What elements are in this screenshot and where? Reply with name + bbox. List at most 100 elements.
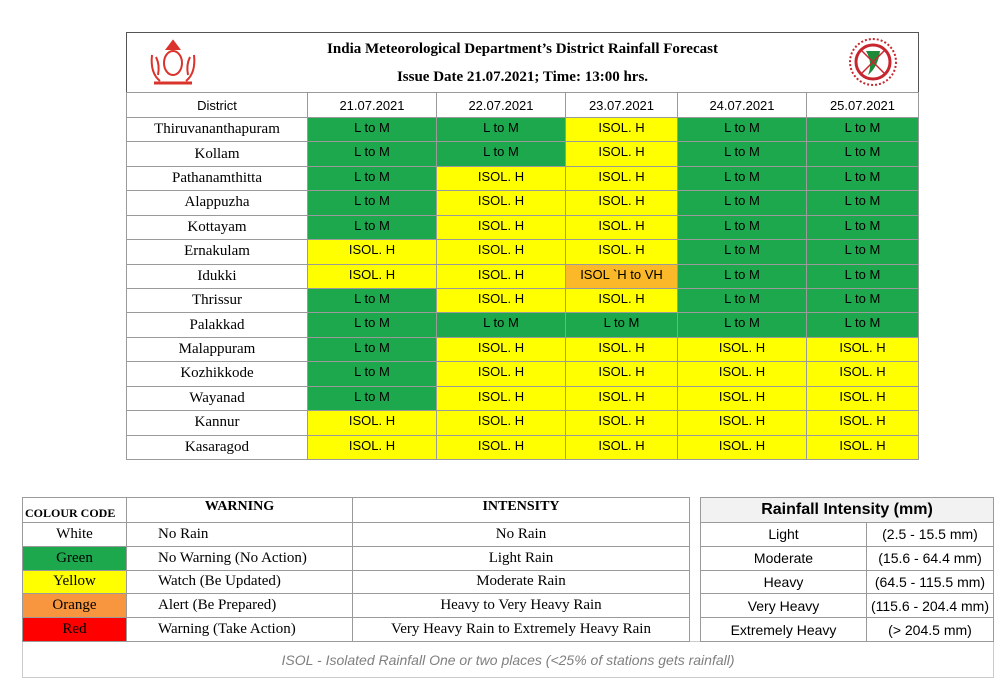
- legend-header: INTENSITY: [352, 497, 690, 523]
- forecast-cell: ISOL. H: [806, 410, 919, 436]
- forecast-cell: ISOL. H: [806, 434, 919, 460]
- forecast-cell: ISOL. H: [436, 385, 566, 412]
- district-name: Thrissur: [126, 288, 308, 314]
- intensity-range: (64.5 - 115.5 mm): [866, 569, 994, 595]
- forecast-cell: L to M: [307, 117, 437, 143]
- forecast-cell: ISOL. H: [436, 434, 566, 460]
- intensity: Moderate Rain: [352, 569, 690, 595]
- intensity-range: (15.6 - 64.4 mm): [866, 545, 994, 571]
- forecast-cell: ISOL. H: [565, 190, 678, 216]
- forecast-cell: L to M: [677, 117, 807, 143]
- district-name: Kannur: [126, 410, 308, 436]
- intensity: Heavy to Very Heavy Rain: [352, 593, 690, 619]
- legend-header: WARNING: [126, 497, 353, 523]
- forecast-cell: ISOL. H: [436, 239, 566, 265]
- forecast-cell: ISOL. H: [677, 361, 807, 387]
- forecast-cell: L to M: [806, 312, 919, 338]
- column-header: 25.07.2021: [806, 92, 919, 118]
- legend-header: COLOUR CODE: [22, 497, 127, 523]
- district-name: Ernakulam: [126, 239, 308, 265]
- colour-code: White: [22, 522, 127, 547]
- forecast-cell: ISOL. H: [565, 385, 678, 412]
- title: India Meteorological Department’s Distri…: [327, 41, 718, 57]
- column-header: 23.07.2021: [565, 92, 678, 118]
- imd-logo: [849, 38, 897, 86]
- colour-code: Orange: [22, 593, 127, 619]
- forecast-cell: ISOL. H: [565, 361, 678, 387]
- district-name: Palakkad: [126, 312, 308, 338]
- forecast-cell: L to M: [806, 239, 919, 265]
- forecast-cell: ISOL. H: [307, 263, 437, 289]
- warning: Watch (Be Updated): [126, 569, 353, 595]
- intensity-class: Very Heavy: [700, 593, 867, 619]
- forecast-cell: ISOL. H: [565, 141, 678, 167]
- forecast-cell: L to M: [677, 214, 807, 241]
- forecast-cell: L to M: [677, 141, 807, 167]
- district-name: Kozhikkode: [126, 361, 308, 387]
- colour-code: Red: [22, 617, 127, 642]
- emblem-logo: [150, 39, 196, 85]
- forecast-cell: L to M: [436, 312, 566, 338]
- district-name: Pathanamthitta: [126, 165, 308, 192]
- intensity-class: Heavy: [700, 569, 867, 595]
- district-name: Malappuram: [126, 336, 308, 363]
- forecast-cell: L to M: [307, 336, 437, 363]
- forecast-cell: ISOL. H: [307, 239, 437, 265]
- forecast-cell: L to M: [806, 214, 919, 241]
- forecast-cell: ISOL. H: [436, 361, 566, 387]
- intensity: Very Heavy Rain to Extremely Heavy Rain: [352, 617, 690, 642]
- forecast-cell: ISOL. H: [436, 190, 566, 216]
- district-name: Kottayam: [126, 214, 308, 241]
- forecast-cell: ISOL `H to VH: [565, 263, 678, 289]
- forecast-cell: L to M: [307, 141, 437, 167]
- forecast-cell: L to M: [677, 190, 807, 216]
- forecast-cell: ISOL. H: [677, 385, 807, 412]
- forecast-cell: L to M: [806, 190, 919, 216]
- colour-code: Green: [22, 545, 127, 571]
- forecast-cell: L to M: [565, 312, 678, 338]
- forecast-cell: L to M: [677, 288, 807, 314]
- intensity-range: (> 204.5 mm): [866, 617, 994, 642]
- forecast-cell: L to M: [806, 165, 919, 192]
- forecast-cell: ISOL. H: [677, 434, 807, 460]
- colour-code: Yellow: [22, 569, 127, 595]
- forecast-cell: L to M: [307, 165, 437, 192]
- forecast-cell: ISOL. H: [436, 410, 566, 436]
- forecast-cell: L to M: [806, 288, 919, 314]
- forecast-cell: ISOL. H: [565, 214, 678, 241]
- issue-date: Issue Date 21.07.2021; Time: 13:00 hrs.: [396, 69, 649, 85]
- warning: Alert (Be Prepared): [126, 593, 353, 619]
- intensity: Light Rain: [352, 545, 690, 571]
- forecast-cell: L to M: [436, 117, 566, 143]
- footnote: ISOL - Isolated Rainfall One or two plac…: [22, 641, 994, 678]
- intensity-range: (115.6 - 204.4 mm): [866, 593, 994, 619]
- warning: No Warning (No Action): [126, 545, 353, 571]
- forecast-cell: ISOL. H: [307, 410, 437, 436]
- forecast-cell: ISOL. H: [436, 165, 566, 192]
- forecast-cell: ISOL. H: [436, 288, 566, 314]
- column-header: 21.07.2021: [307, 92, 437, 118]
- intensity-range: (2.5 - 15.5 mm): [866, 522, 994, 547]
- column-header: 24.07.2021: [677, 92, 807, 118]
- warning: Warning (Take Action): [126, 617, 353, 642]
- forecast-cell: ISOL. H: [565, 410, 678, 436]
- intensity: No Rain: [352, 522, 690, 547]
- intensity-class: Moderate: [700, 545, 867, 571]
- forecast-cell: ISOL. H: [565, 165, 678, 192]
- forecast-cell: L to M: [806, 263, 919, 289]
- forecast-cell: ISOL. H: [436, 336, 566, 363]
- forecast-cell: L to M: [677, 165, 807, 192]
- intensity-class: Extremely Heavy: [700, 617, 867, 642]
- forecast-cell: ISOL. H: [677, 336, 807, 363]
- district-name: Idukki: [126, 263, 308, 289]
- intensity-title: Rainfall Intensity (mm): [700, 497, 994, 523]
- column-header: 22.07.2021: [436, 92, 566, 118]
- warning: No Rain: [126, 522, 353, 547]
- forecast-cell: L to M: [806, 117, 919, 143]
- forecast-cell: ISOL. H: [806, 385, 919, 412]
- forecast-cell: ISOL. H: [677, 410, 807, 436]
- district-name: Alappuzha: [126, 190, 308, 216]
- forecast-cell: L to M: [307, 190, 437, 216]
- forecast-cell: ISOL. H: [565, 336, 678, 363]
